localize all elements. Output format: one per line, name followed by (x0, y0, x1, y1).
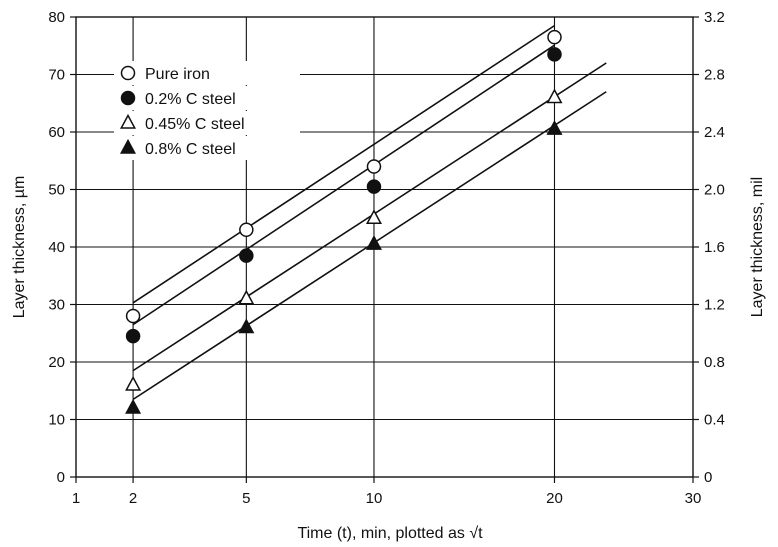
y-tick-label-left: 20 (48, 354, 65, 371)
y-axis-title-right: Layer thickness, mil (749, 177, 766, 318)
x-tick-label: 1 (72, 490, 80, 507)
data-point (366, 179, 382, 194)
legend-background (114, 136, 300, 160)
legend-marker (119, 113, 137, 129)
y-tick-label-left: 30 (48, 297, 65, 314)
y-tick-label-left: 50 (48, 182, 65, 199)
data-point (366, 159, 382, 174)
y-axis-title-left: Layer thickness, µm (11, 176, 28, 319)
data-point (365, 209, 382, 224)
data-point (125, 398, 142, 414)
data-point (125, 328, 141, 344)
legend-label: 0.45% C steel (145, 116, 245, 133)
data-point (125, 375, 142, 391)
fit-line (132, 24, 555, 304)
legend-label: 0.2% C steel (145, 91, 236, 108)
data-point (125, 308, 141, 324)
x-axis-title: Time (t), min, plotted as √t (297, 525, 483, 542)
y-tick-label-left: 10 (48, 412, 65, 429)
data-point (547, 47, 562, 62)
legend-label: 0.8% C steel (145, 141, 236, 158)
legend-marker (120, 65, 136, 81)
x-tick-label: 10 (366, 490, 383, 507)
data-point (546, 120, 563, 135)
legend: Pure iron 0.2% C steel 0.45% C steel 0.8% C… (114, 61, 300, 160)
y-tick-label-right: 1.2 (704, 297, 725, 314)
y-tick-label-right: 0.4 (704, 412, 725, 429)
x-tick-label: 20 (546, 490, 563, 507)
legend-marker (119, 138, 137, 154)
legend-background (114, 111, 300, 135)
fit-lines (132, 24, 607, 401)
legend-label: Pure iron (145, 66, 210, 83)
data-point (238, 289, 255, 305)
y-tick-label-left: 0 (57, 469, 65, 486)
y-tick-label-right: 3.2 (704, 9, 725, 26)
data-point (365, 235, 382, 250)
y-tick-label-left: 80 (48, 9, 65, 26)
y-tick-label-right: 2.4 (704, 124, 725, 141)
y-tick-label-right: 0 (704, 469, 712, 486)
data-points (125, 29, 563, 414)
y-tick-label-left: 60 (48, 124, 65, 141)
x-tick-label: 5 (242, 490, 250, 507)
data-point (547, 29, 562, 45)
data-point (546, 88, 563, 104)
data-point (239, 222, 254, 237)
y-tick-label-left: 40 (48, 239, 65, 256)
data-point (238, 318, 255, 334)
fit-line (132, 44, 555, 326)
legend-marker (120, 90, 136, 106)
fit-line (132, 62, 607, 372)
y-tick-label-right: 2.8 (704, 67, 725, 84)
legend-background (114, 86, 300, 110)
x-tick-label: 2 (129, 490, 137, 507)
y-tick-label-right: 2.0 (704, 182, 725, 199)
y-tick-label-right: 0.8 (704, 354, 725, 371)
data-point (239, 248, 254, 263)
x-tick-label: 30 (685, 490, 702, 507)
y-tick-label-right: 1.6 (704, 239, 725, 256)
ticks: 1 2 5 10 20 300 010 0.420 0.830 1.240 1.650 2.060 2.… (48, 9, 725, 507)
y-tick-label-left: 70 (48, 67, 65, 84)
legend-background (114, 61, 300, 85)
